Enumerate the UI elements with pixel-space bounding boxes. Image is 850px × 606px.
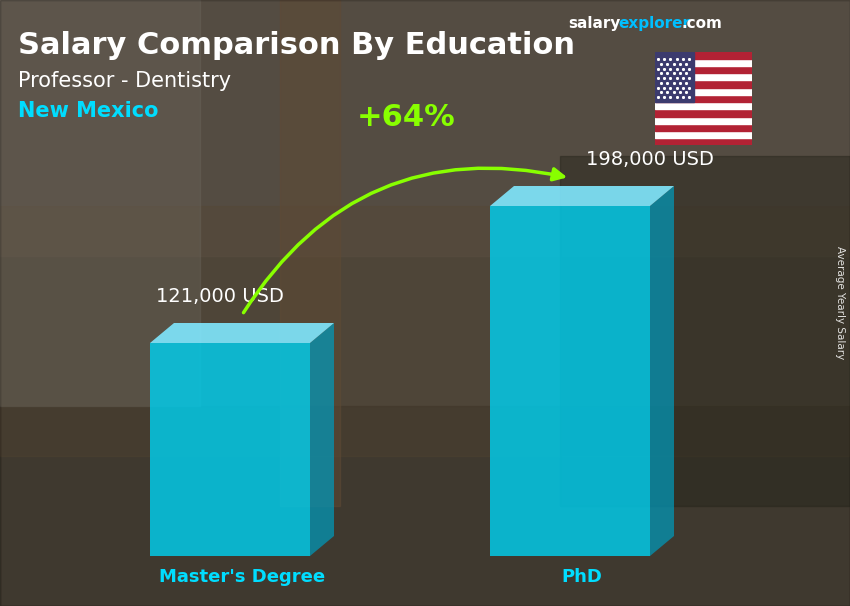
Polygon shape [150, 323, 334, 343]
Bar [0, 206, 850, 456]
Bar [654, 81, 752, 88]
Bar [0, 0, 850, 256]
Bar [280, 0, 340, 506]
Polygon shape [490, 186, 674, 206]
Polygon shape [310, 323, 334, 556]
Bar [654, 73, 752, 81]
Text: 198,000 USD: 198,000 USD [586, 150, 714, 169]
Polygon shape [650, 186, 674, 556]
Bar [0, 0, 200, 406]
Text: .com: .com [682, 16, 722, 31]
Bar [654, 131, 752, 138]
Bar [560, 156, 850, 506]
Bar [654, 88, 752, 95]
Bar [490, 206, 650, 556]
Bar [654, 124, 752, 131]
Text: New Mexico: New Mexico [18, 101, 158, 121]
Text: Average Yearly Salary: Average Yearly Salary [835, 247, 845, 359]
Text: 121,000 USD: 121,000 USD [156, 287, 284, 306]
Text: PhD: PhD [562, 568, 603, 586]
Bar [654, 52, 752, 59]
FancyArrowPatch shape [243, 168, 564, 313]
Bar [654, 109, 752, 116]
Text: salary: salary [568, 16, 620, 31]
Bar [654, 102, 752, 109]
Text: +64%: +64% [357, 104, 456, 133]
Text: Professor - Dentistry: Professor - Dentistry [18, 71, 231, 91]
Bar [654, 59, 752, 66]
Bar [654, 116, 752, 124]
Bar [654, 95, 752, 102]
Bar [0, 406, 850, 606]
Bar [654, 138, 752, 145]
Bar [150, 343, 310, 556]
Bar [654, 52, 694, 102]
Text: explorer: explorer [618, 16, 690, 31]
Bar [654, 66, 752, 73]
Text: Salary Comparison By Education: Salary Comparison By Education [18, 31, 575, 60]
Text: Master's Degree: Master's Degree [159, 568, 325, 586]
